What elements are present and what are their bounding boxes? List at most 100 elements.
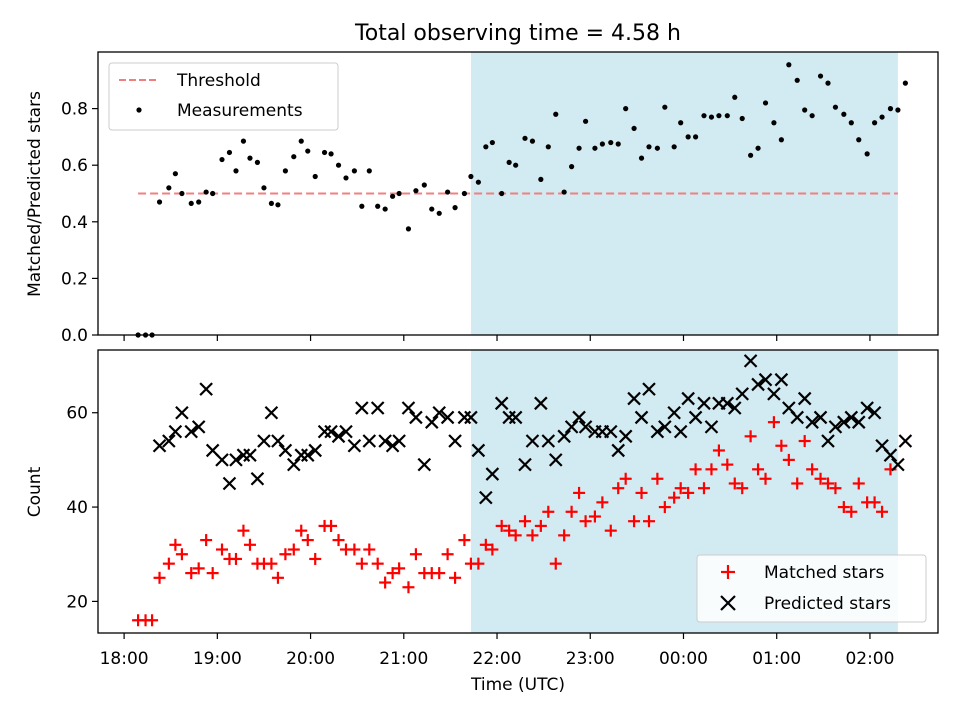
matched-star-point [301, 534, 314, 547]
matched-star-point [775, 439, 788, 452]
predicted-star-point [191, 420, 206, 434]
predicted-star-point [215, 453, 229, 467]
predicted-star-point [844, 410, 859, 425]
predicted-star-point [409, 410, 423, 425]
predicted-star-point [168, 424, 183, 439]
measurement-point [755, 145, 761, 151]
matched-star-point [798, 435, 811, 448]
matched-star-point [295, 524, 308, 537]
matched-star-point [612, 482, 625, 495]
predicted-star-point [688, 410, 703, 425]
matched-star-point [237, 524, 250, 537]
measurement-point [778, 137, 784, 143]
predicted-star-point [392, 434, 406, 448]
predicted-star-point [287, 457, 301, 472]
predicted-star-point [860, 401, 874, 415]
predicted-star-b [751, 377, 765, 392]
bottom-y-tick-label: 40 [66, 498, 88, 518]
predicted-star-b [790, 410, 805, 425]
predicted-star-point [508, 410, 523, 425]
matched-star-point [200, 534, 213, 547]
top-y-tick-label: 0.8 [61, 100, 88, 120]
predicted-star-point [229, 453, 243, 467]
measurement-point [576, 145, 582, 151]
matched-star-point [371, 557, 384, 570]
matched-star-point [393, 562, 406, 575]
predicted-star-point [479, 490, 493, 505]
predicted-star-point [541, 434, 556, 448]
measurement-point [646, 144, 652, 150]
predicted-star-b [392, 434, 406, 448]
predicted-star-b [875, 438, 889, 453]
predicted-star-point [300, 448, 315, 462]
matched-star-point [271, 571, 284, 584]
predicted-star-point [548, 453, 563, 467]
top-axes-frame [97, 51, 939, 336]
measurement-point [529, 138, 536, 144]
predicted-star-point [867, 405, 882, 420]
measurement-point [832, 104, 839, 110]
predicted-star-point [805, 415, 819, 429]
predicted-star-point [222, 476, 237, 491]
predicted-star-point [821, 434, 835, 448]
matched-star-point [837, 501, 850, 514]
matched-star-point [153, 571, 166, 584]
top-y-tick-label: 0.0 [61, 326, 88, 346]
matched-star-point [185, 567, 198, 580]
predicted-star-b [673, 424, 688, 439]
measurement-point [328, 151, 334, 157]
measurement-point [261, 185, 267, 191]
measurement-point [247, 155, 253, 161]
x-tick-label: 02:00 [845, 649, 894, 669]
measurement-point [396, 190, 402, 197]
matched-legend-swatch [721, 565, 735, 579]
predicted-star-point [184, 424, 199, 439]
measurement-point [321, 149, 328, 156]
predicted-star-point [813, 410, 828, 425]
x-axis-label: Time (UTC) [470, 675, 565, 695]
predicted-star-b [300, 448, 315, 462]
matched-star-point [287, 543, 300, 556]
predicted-star-b [362, 434, 377, 448]
measurement-point [475, 179, 481, 185]
x-tick-label: 21:00 [379, 649, 428, 669]
bottom-axes-frame [97, 349, 939, 634]
predicted-star-point [331, 429, 346, 444]
predicted-star-b [257, 434, 271, 448]
top-y-axis-label: Matched/Predicted stars [25, 91, 45, 297]
measurement-point [156, 199, 163, 205]
matched-star-point [243, 538, 256, 551]
measurement-point [522, 135, 528, 141]
measurement-point [748, 152, 754, 158]
predicted-star-b [222, 476, 237, 491]
matched-star-point [558, 529, 571, 542]
measurement-point [599, 141, 605, 147]
top-y-ticks: 0.0 0.2 0.4 0.6 0.8 [61, 100, 871, 346]
predicted-star-b [758, 372, 773, 387]
predicted-star-point [720, 396, 735, 411]
matched-star-point [495, 519, 508, 532]
measurement-point [499, 190, 505, 197]
measurement-point [335, 162, 342, 168]
predicted-star-b [347, 438, 362, 453]
predicted-star-point [385, 438, 400, 453]
predicted-star-point [767, 387, 781, 401]
measurement-point [662, 104, 668, 110]
matched-star-point [146, 614, 159, 627]
measurement-point [489, 139, 495, 146]
matched-star-point [355, 557, 368, 570]
predicted-star-point [485, 467, 500, 481]
measurement-point [538, 176, 544, 182]
predicted-star-b [578, 420, 593, 434]
top-plot-area [97, 51, 939, 338]
matched-star-point [712, 444, 725, 457]
x-ticks: 18:00 19:00 20:00 21:00 22:00 23:00 00:00 01:00… [100, 649, 895, 669]
predicted-star-b [494, 396, 509, 411]
measurement-point [732, 94, 738, 100]
predicted-star-b [479, 490, 493, 505]
matched-star-point [579, 515, 592, 528]
x-tick-label: 18:00 [100, 649, 149, 669]
predicted-star-point [758, 372, 773, 387]
matched-star-point [651, 472, 664, 485]
matched-star-point [309, 552, 322, 565]
